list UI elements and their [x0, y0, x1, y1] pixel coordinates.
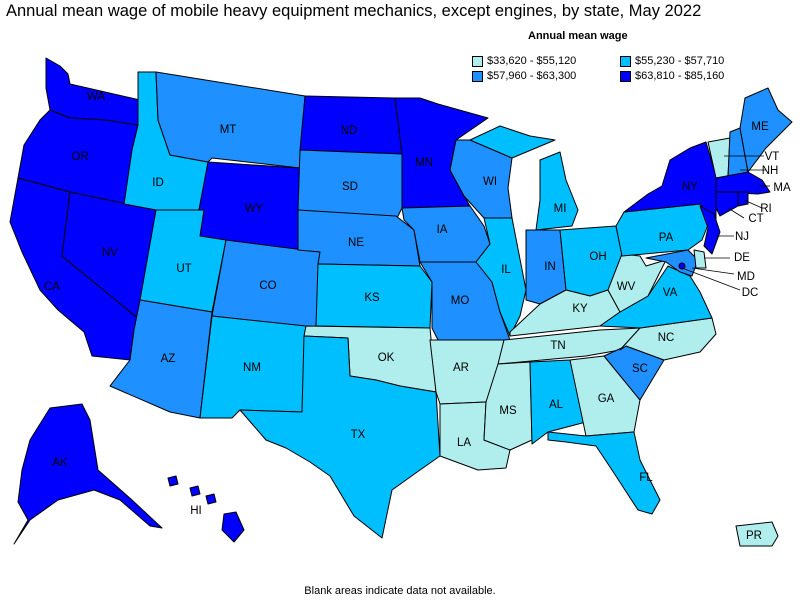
- state-nj[interactable]: [699, 205, 721, 255]
- leader-line-ri: [743, 199, 763, 209]
- state-label-dc: DC: [742, 287, 759, 299]
- state-label-ks: KS: [364, 292, 380, 304]
- state-label-md: MD: [737, 271, 755, 283]
- state-mi[interactable]: [535, 151, 579, 231]
- state-ak[interactable]: [13, 403, 163, 545]
- state-label-ky: KY: [572, 303, 588, 315]
- state-label-fl: FL: [639, 472, 653, 484]
- state-label-ok: OK: [378, 352, 395, 364]
- state-label-ut: UT: [176, 263, 191, 275]
- legend-swatch-range-4: [620, 70, 631, 82]
- state-pr[interactable]: [735, 521, 779, 547]
- state-label-nc: NC: [658, 332, 675, 344]
- legend-item-range-2: $55,230 - $57,710: [620, 55, 724, 67]
- state-ks[interactable]: [315, 263, 433, 329]
- state-label-ak: AK: [52, 457, 68, 469]
- legend-swatch-range-1: [472, 55, 483, 67]
- legend-label-range-4: $63,810 - $85,160: [635, 70, 725, 82]
- state-label-mi: MI: [554, 203, 567, 215]
- state-label-ca: CA: [44, 281, 60, 293]
- legend-item-range-3: $57,960 - $63,300: [472, 70, 576, 82]
- state-label-oh: OH: [589, 251, 606, 263]
- state-label-hi: HI: [190, 505, 202, 517]
- state-label-tx: TX: [351, 429, 366, 441]
- legend-label-range-3: $57,960 - $63,300: [487, 70, 577, 82]
- state-label-ne: NE: [348, 237, 364, 249]
- state-al[interactable]: [529, 359, 587, 445]
- state-dc[interactable]: [678, 262, 686, 270]
- state-ga[interactable]: [569, 355, 641, 437]
- legend-item-range-1: $33,620 - $55,120: [472, 55, 576, 67]
- state-label-nj: NJ: [735, 231, 749, 243]
- state-mt[interactable]: [155, 71, 306, 169]
- legend-label-range-1: $33,620 - $55,120: [487, 55, 577, 67]
- state-label-al: AL: [549, 399, 564, 411]
- state-label-tn: TN: [550, 340, 565, 352]
- state-label-az: AZ: [161, 353, 176, 365]
- state-me[interactable]: [739, 87, 793, 173]
- state-label-or: OR: [71, 151, 88, 163]
- state-ct[interactable]: [715, 191, 739, 217]
- state-label-ms: MS: [499, 405, 517, 417]
- state-label-pa: PA: [659, 232, 674, 244]
- leader-line-ct: [727, 207, 745, 219]
- legend-swatch-range-2: [620, 55, 631, 67]
- state-label-vt: VT: [765, 151, 780, 163]
- state-label-ma: MA: [773, 182, 791, 194]
- state-label-il: IL: [501, 264, 511, 276]
- state-label-wy: WY: [245, 203, 264, 215]
- leader-line-dc: [681, 267, 741, 291]
- state-label-mo: MO: [451, 295, 470, 307]
- state-label-mn: MN: [415, 157, 433, 169]
- state-sd[interactable]: [297, 149, 403, 221]
- state-label-ia: IA: [437, 224, 448, 236]
- state-label-sc: SC: [632, 363, 648, 375]
- state-label-nm: NM: [243, 362, 261, 374]
- state-label-pr: PR: [746, 530, 762, 542]
- state-label-wi: WI: [483, 176, 497, 188]
- legend-title: Annual mean wage: [528, 30, 628, 42]
- state-label-nd: ND: [341, 125, 358, 137]
- state-labels: WA OR CA NV ID MT WY UT CO AZ NM ND SD NE KS OK TX MN IA MO…: [44, 91, 791, 542]
- state-label-ga: GA: [598, 393, 615, 405]
- state-ri[interactable]: [737, 191, 749, 207]
- state-label-va: VA: [663, 287, 678, 299]
- leader-line-md: [691, 267, 735, 275]
- map-title: Annual mean wage of mobile heavy equipme…: [6, 2, 702, 20]
- footnote: Blank areas indicate data not available.: [304, 585, 496, 597]
- state-label-ny: NY: [682, 181, 698, 193]
- state-fl[interactable]: [547, 431, 661, 515]
- state-label-ar: AR: [453, 362, 469, 374]
- state-label-wv: WV: [617, 281, 636, 293]
- state-label-sd: SD: [342, 181, 358, 193]
- state-label-de: DE: [734, 252, 750, 264]
- state-label-nh: NH: [762, 165, 779, 177]
- state-label-wa: WA: [87, 91, 105, 103]
- state-label-la: LA: [457, 437, 471, 449]
- state-label-id: ID: [152, 177, 164, 189]
- state-label-nv: NV: [102, 247, 118, 259]
- state-label-ct: CT: [748, 213, 763, 225]
- legend-label-range-2: $55,230 - $57,710: [635, 55, 725, 67]
- state-il[interactable]: [475, 217, 527, 337]
- state-label-me: ME: [751, 121, 769, 133]
- legend-swatch-range-3: [472, 70, 483, 82]
- state-mi-upper[interactable]: [469, 125, 556, 159]
- state-label-ri: RI: [760, 203, 772, 215]
- state-label-co: CO: [259, 280, 276, 292]
- legend-item-range-4: $63,810 - $85,160: [620, 70, 724, 82]
- state-de[interactable]: [693, 249, 707, 269]
- state-tx[interactable]: [239, 335, 441, 539]
- state-label-in: IN: [544, 261, 556, 273]
- state-label-mt: MT: [220, 124, 237, 136]
- state-hi[interactable]: [167, 475, 245, 543]
